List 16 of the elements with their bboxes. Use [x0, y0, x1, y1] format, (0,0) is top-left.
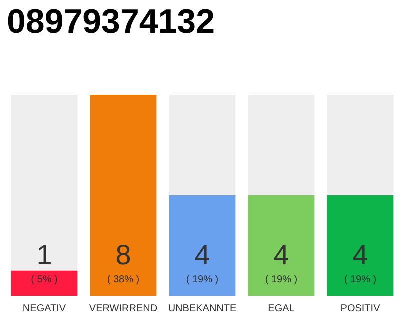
x-tick-label: VERWIRREND — [89, 304, 158, 314]
data-label: 4 — [274, 240, 290, 270]
annotation: ( 19% ) — [265, 274, 298, 286]
annotation: ( 5% ) — [31, 274, 58, 286]
annotation: ( 38% ) — [107, 274, 140, 286]
x-tick-label: UNBEKANNTE — [168, 304, 237, 314]
annotation: ( 19% ) — [344, 274, 377, 286]
data-label: 1 — [36, 240, 52, 270]
data-label: 4 — [352, 240, 368, 270]
x-tick-label: POSITIV — [340, 304, 381, 314]
data-label: 4 — [194, 240, 210, 270]
data-label: 8 — [116, 240, 132, 270]
x-tick-label: NEGATIV — [22, 304, 66, 314]
x-tick-label: EGAL — [268, 304, 296, 314]
chart-title: 08979374132 — [7, 3, 216, 41]
annotation: ( 19% ) — [186, 274, 219, 286]
